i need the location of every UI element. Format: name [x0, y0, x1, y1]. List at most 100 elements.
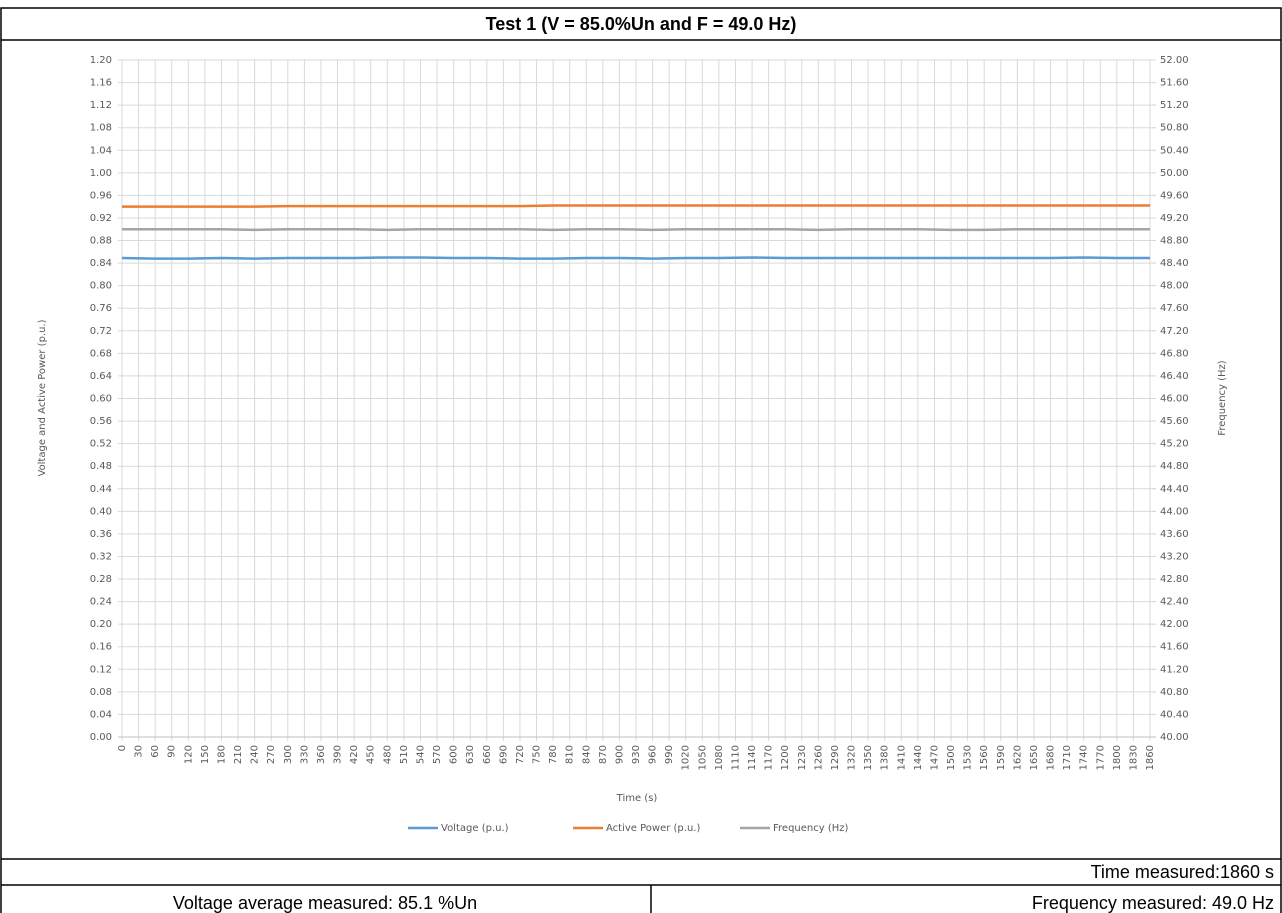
legend-label: Active Power (p.u.) [606, 823, 700, 834]
y-tick-label: 0.28 [90, 574, 112, 585]
x-axis-title: Time (s) [616, 793, 658, 804]
x-tick-label: 150 [200, 745, 211, 764]
x-tick-label: 1620 [1012, 745, 1023, 770]
x-tick-label: 810 [565, 745, 576, 764]
x-tick-label: 750 [532, 745, 543, 764]
x-tick-label: 0 [117, 745, 128, 751]
x-tick-label: 1290 [830, 745, 841, 770]
table-title: Test 1 (V = 85.0%Un and F = 49.0 Hz) [486, 14, 797, 34]
y2-tick-label: 40.80 [1160, 687, 1189, 698]
x-tick-label: 600 [449, 745, 460, 764]
y2-tick-label: 51.20 [1160, 100, 1189, 111]
y2-tick-label: 44.40 [1160, 484, 1189, 495]
y-tick-label: 0.84 [90, 258, 112, 269]
x-tick-label: 1710 [1062, 745, 1073, 770]
y-tick-label: 0.76 [90, 303, 112, 314]
x-tick-label: 720 [515, 745, 526, 764]
x-tick-label: 1110 [730, 745, 741, 770]
y2-tick-label: 41.20 [1160, 664, 1189, 675]
y-tick-label: 0.68 [90, 348, 112, 359]
x-tick-label: 300 [283, 745, 294, 764]
y-axis-title: Voltage and Active Power (p.u.) [37, 319, 48, 476]
x-tick-label: 1020 [681, 745, 692, 770]
x-tick-label: 780 [548, 745, 559, 764]
y2-tick-label: 42.00 [1160, 619, 1189, 630]
legend-label: Voltage (p.u.) [441, 823, 509, 834]
y2-tick-label: 46.00 [1160, 394, 1189, 405]
y-tick-label: 0.80 [90, 281, 112, 292]
y2-tick-label: 45.60 [1160, 416, 1189, 427]
x-tick-label: 390 [333, 745, 344, 764]
x-tick-label: 210 [233, 745, 244, 764]
y2-tick-label: 42.80 [1160, 574, 1189, 585]
x-tick-label: 660 [482, 745, 493, 764]
x-tick-label: 120 [183, 745, 194, 764]
x-tick-label: 870 [598, 745, 609, 764]
x-tick-label: 1260 [813, 745, 824, 770]
x-tick-label: 570 [432, 745, 443, 764]
y-tick-label: 0.24 [90, 597, 112, 608]
x-tick-label: 30 [134, 745, 145, 758]
x-tick-label: 840 [581, 745, 592, 764]
y-tick-label: 0.16 [90, 642, 112, 653]
y2-tick-label: 41.60 [1160, 642, 1189, 653]
x-tick-label: 1770 [1095, 745, 1106, 770]
y-tick-label: 0.20 [90, 619, 112, 630]
y-tick-label: 1.20 [90, 55, 112, 66]
y-tick-label: 1.00 [90, 168, 112, 179]
y2-axis-title: Frequency (Hz) [1217, 360, 1228, 436]
y-tick-label: 0.00 [90, 732, 112, 743]
y2-tick-label: 40.00 [1160, 732, 1189, 743]
x-tick-label: 420 [349, 745, 360, 764]
x-tick-label: 1650 [1029, 745, 1040, 770]
y2-tick-label: 42.40 [1160, 597, 1189, 608]
table-frame [0, 7, 1282, 913]
y-tick-label: 1.16 [90, 78, 112, 89]
x-tick-label: 1440 [913, 745, 924, 770]
x-tick-label: 540 [415, 745, 426, 764]
y-tick-label: 0.12 [90, 664, 112, 675]
series-line [121, 256, 1150, 260]
y-tick-label: 0.36 [90, 529, 112, 540]
y-tick-label: 0.64 [90, 371, 112, 382]
x-tick-label: 690 [498, 745, 509, 764]
x-tick-label: 1560 [979, 745, 990, 770]
y2-tick-label: 52.00 [1160, 55, 1189, 66]
y2-tick-label: 44.00 [1160, 506, 1189, 517]
y-tick-label: 0.08 [90, 687, 112, 698]
y2-tick-label: 48.40 [1160, 258, 1189, 269]
time-measured: Time measured:1860 s [1091, 862, 1274, 882]
x-tick-label: 1470 [929, 745, 940, 770]
x-tick-label: 330 [299, 745, 310, 764]
x-tick-label: 60 [150, 745, 161, 758]
x-tick-label: 1410 [896, 745, 907, 770]
y2-tick-label: 43.60 [1160, 529, 1189, 540]
x-tick-label: 1140 [747, 745, 758, 770]
y2-tick-label: 47.20 [1160, 326, 1189, 337]
y2-tick-label: 46.40 [1160, 371, 1189, 382]
y-tick-label: 0.48 [90, 461, 112, 472]
y2-tick-label: 45.20 [1160, 439, 1189, 450]
x-tick-label: 1230 [797, 745, 808, 770]
x-tick-label: 900 [614, 745, 625, 764]
y2-tick-label: 48.00 [1160, 281, 1189, 292]
y-tick-label: 0.88 [90, 236, 112, 247]
x-tick-label: 90 [167, 745, 178, 758]
y2-tick-label: 43.20 [1160, 551, 1189, 562]
x-tick-label: 360 [316, 745, 327, 764]
x-tick-label: 1050 [697, 745, 708, 770]
x-tick-label: 1080 [714, 745, 725, 770]
y2-tick-label: 49.60 [1160, 190, 1189, 201]
series-line [122, 228, 1150, 232]
frequency-measured: Frequency measured: 49.0 Hz [1032, 893, 1274, 913]
x-tick-label: 1800 [1112, 745, 1123, 770]
x-tick-label: 1590 [996, 745, 1007, 770]
y-tick-label: 0.72 [90, 326, 112, 337]
y2-tick-label: 44.80 [1160, 461, 1189, 472]
x-tick-label: 1740 [1079, 745, 1090, 770]
series-line [122, 204, 1150, 208]
x-tick-label: 1170 [764, 745, 775, 770]
x-tick-label: 1830 [1128, 745, 1139, 770]
x-tick-label: 1530 [963, 745, 974, 770]
y-tick-label: 0.40 [90, 506, 112, 517]
